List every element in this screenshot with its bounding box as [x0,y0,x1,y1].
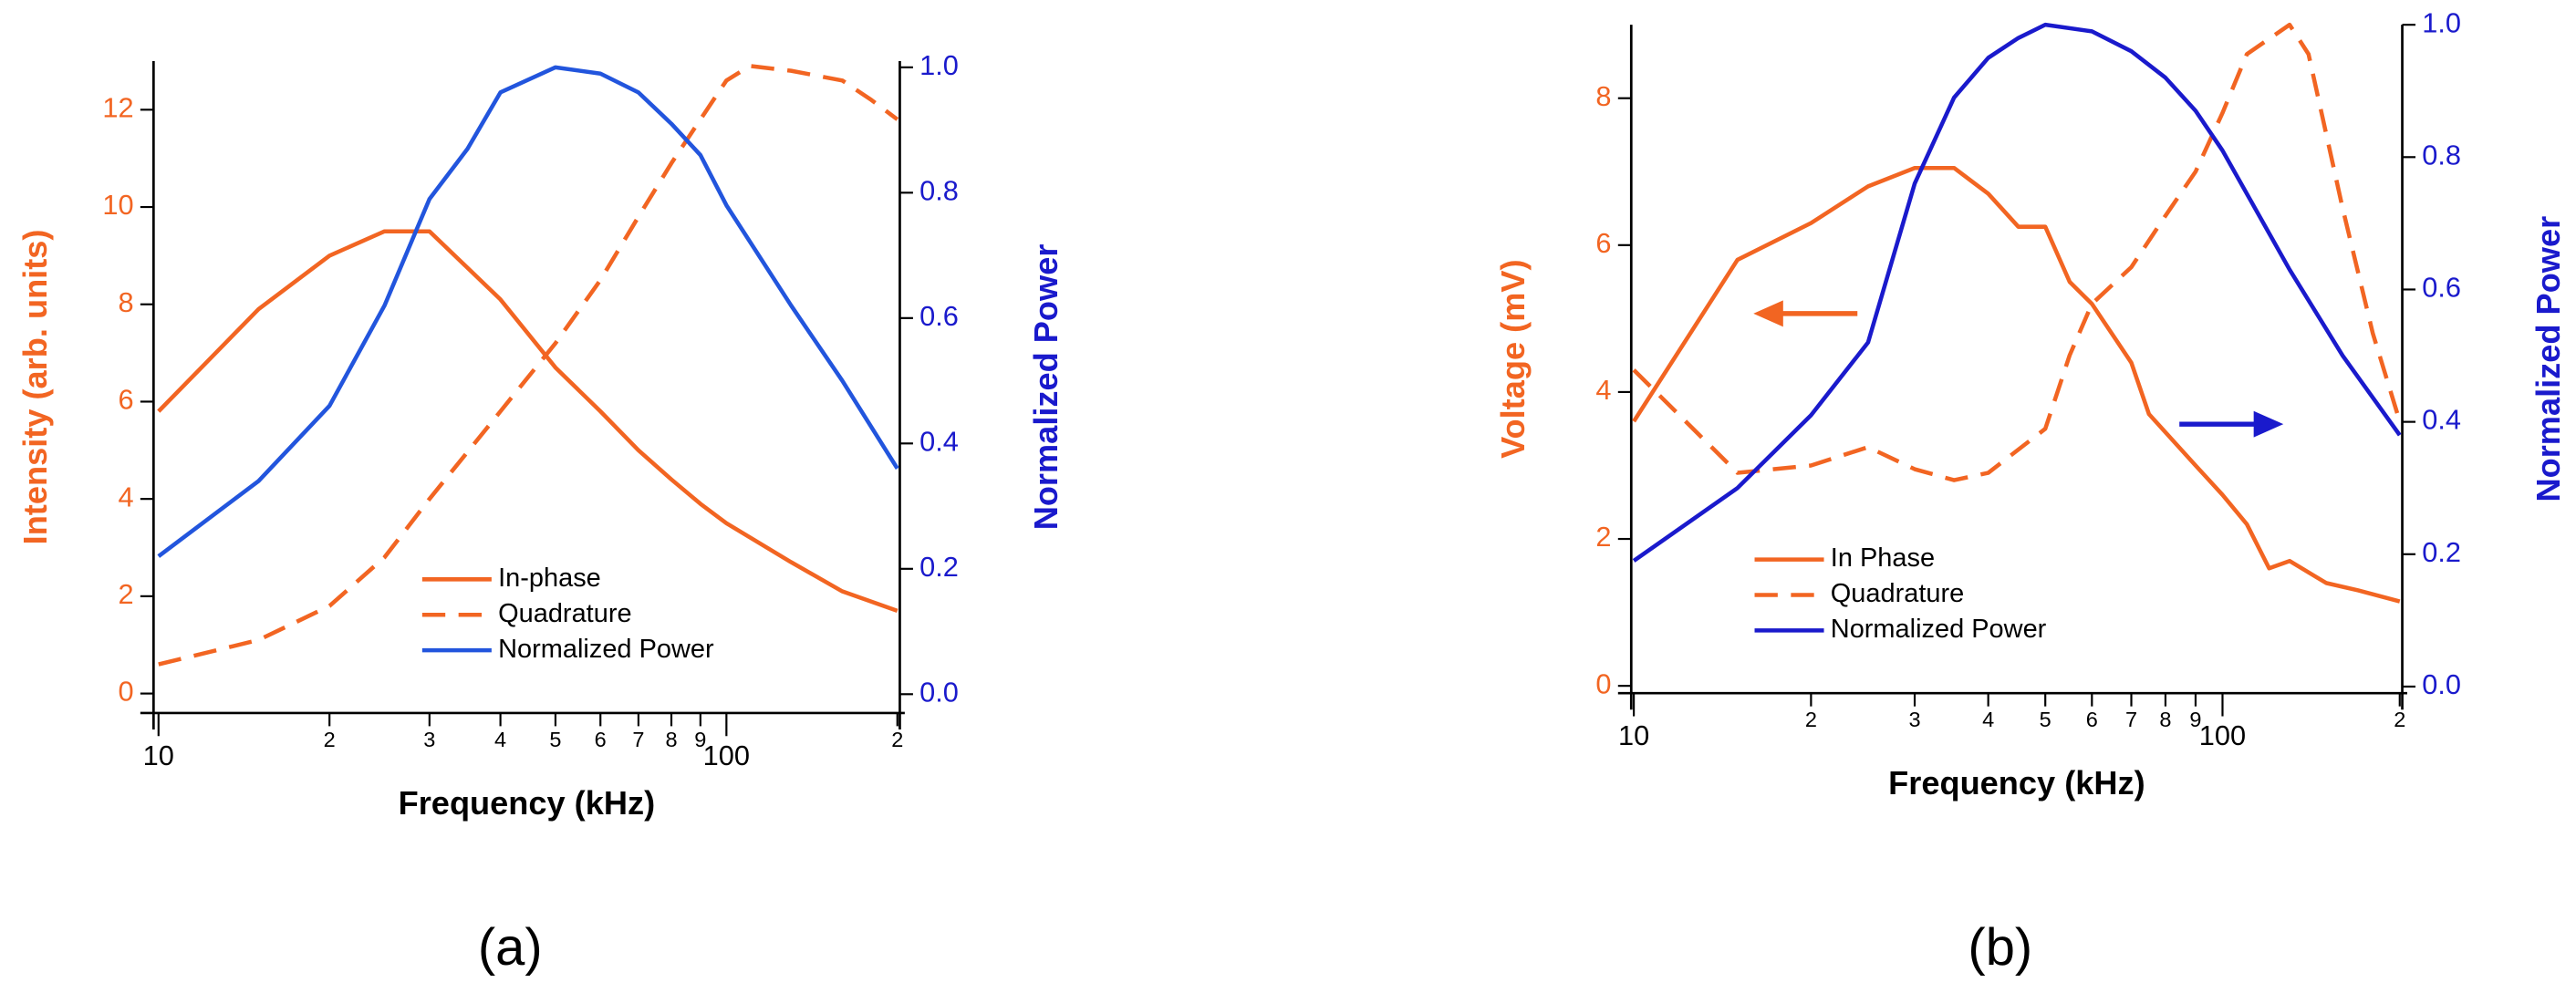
y2-axis-label: Normalized Power [2529,216,2567,502]
y2-tick-label: 0.4 [919,425,959,457]
arrow-head [2253,410,2284,438]
x-tick-label: 7 [2125,708,2137,731]
y2-tick-label: 0.8 [2422,139,2461,171]
x-tick-label: 4 [494,728,506,751]
caption: (b) [1968,918,2032,977]
x-tick-label: 8 [665,728,677,751]
y-tick-label: 2 [1595,521,1611,553]
y2-tick-label: 0.4 [2422,404,2461,436]
y-tick-label: 8 [1595,80,1611,112]
y2-tick-label: 0.2 [2422,536,2461,568]
x-tick-label: 9 [694,728,706,751]
y-axis-label: Voltage (mV) [1494,259,1532,459]
x-tick-label: 100 [703,740,750,771]
x-axis-label: Frequency (kHz) [1888,764,2145,802]
x-tick-label: 10 [1618,719,1649,751]
figure-body: 102 3 4 5 6 7 8 910020246810120.00.20.40.60.81.… [16,6,2567,977]
y-tick-label: 8 [119,286,134,318]
y2-tick-label: 1.0 [2422,6,2461,38]
y2-tick-label: 1.0 [919,49,959,81]
y2-tick-label: 0.2 [919,551,959,583]
x-tick-label: 7 [632,728,644,751]
x-axis-label: Frequency (kHz) [399,784,656,822]
x-tick-label: 5 [2040,708,2051,731]
x-tick-label: 6 [2086,708,2098,731]
x-tick-label: 8 [2159,708,2171,731]
y-tick-label: 10 [102,189,133,221]
x-tick-label: 6 [595,728,607,751]
series-line [1632,165,2401,604]
y-tick-label: 4 [119,481,134,512]
x-tick-label: 3 [423,728,435,751]
series-line [1632,22,2402,482]
x-tick-label: 5 [549,728,561,751]
y-tick-label: 12 [102,91,133,123]
legend-label: In-phase [498,564,601,593]
y2-tick-label: 0.6 [2422,272,2461,304]
y2-tick-label: 0.8 [919,174,959,206]
series-line [158,64,899,667]
y2-axis-label: Normalized Power [1027,244,1065,531]
series-line [1632,22,2402,563]
y2-tick-label: 0.0 [2422,668,2461,700]
y-tick-label: 6 [1595,227,1611,259]
series-line [157,229,898,614]
x-tick-label: 100 [2199,719,2246,751]
arrows [1753,300,2284,438]
x-tick-label: 4 [1982,708,1994,731]
y-tick-label: 4 [1595,374,1611,406]
x-tick-label: 3 [1908,708,1920,731]
x-tick-label: 2 [1805,708,1817,731]
legend-label: Quadrature [1831,579,1964,608]
y-axis-label: Intensity (arb. units) [16,230,54,545]
legend-label: Quadrature [498,599,631,628]
arrow-head [1753,300,1783,327]
x-tick-label: 2 [891,728,903,751]
y-tick-label: 2 [119,578,134,610]
y-tick-label: 6 [119,384,134,416]
y2-tick-label: 0.6 [919,300,959,332]
y-tick-label: 0 [1595,667,1611,699]
legend-label: Normalized Power [498,635,714,664]
legend-label: In Phase [1831,543,1935,573]
legend-label: Normalized Power [1831,615,2047,644]
x-tick-label: 10 [143,740,174,771]
y2-tick-label: 0.0 [919,676,959,708]
x-tick-label: 2 [324,728,336,751]
caption: (a) [478,918,543,977]
y-tick-label: 0 [119,676,134,708]
x-tick-label: 2 [2394,708,2405,731]
x-tick-label: 9 [2189,708,2201,731]
series-line [157,65,899,558]
